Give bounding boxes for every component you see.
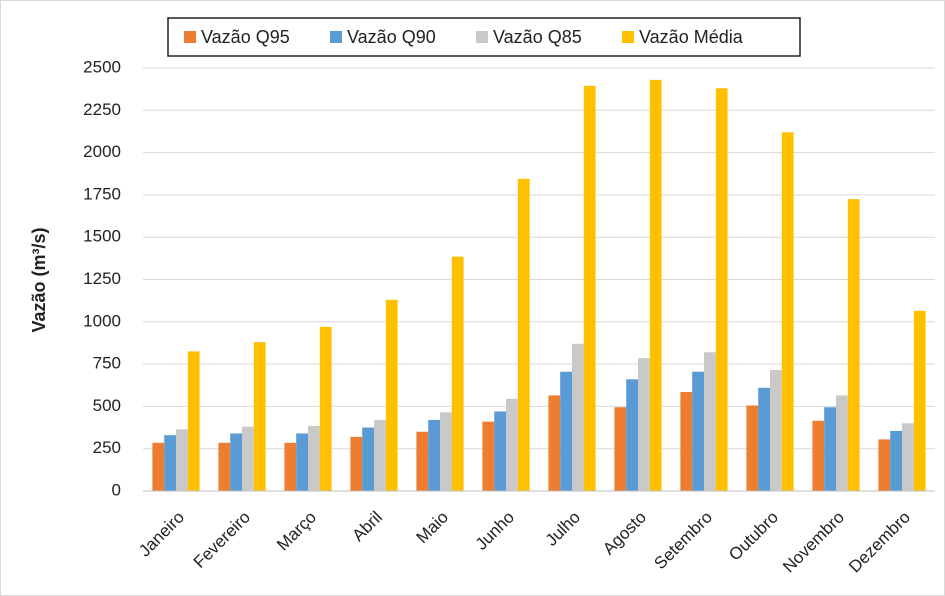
y-tick-label: 2250: [83, 100, 121, 119]
legend-swatch: [476, 31, 488, 43]
bar: [572, 343, 584, 491]
y-tick-label: 1000: [83, 311, 121, 330]
legend-swatch: [330, 31, 342, 43]
bar: [649, 79, 662, 492]
bar: [913, 310, 926, 491]
bar: [296, 433, 308, 491]
bar: [284, 442, 297, 491]
bar: [494, 411, 506, 491]
bar: [350, 436, 363, 491]
bar: [548, 395, 561, 491]
bar: [482, 421, 495, 491]
y-tick-label: 1500: [83, 227, 121, 246]
bar: [680, 392, 693, 491]
bar: [230, 433, 242, 491]
legend-swatch: [622, 31, 634, 43]
bar: [692, 371, 704, 491]
bar: [242, 426, 254, 491]
bar: [746, 405, 759, 491]
y-tick-label: 2500: [83, 57, 121, 76]
bar: [583, 85, 596, 492]
bar: [428, 419, 440, 491]
y-tick-label: 250: [93, 438, 121, 457]
y-tick-label: 0: [112, 480, 121, 499]
bar: [770, 370, 782, 491]
bar: [715, 88, 728, 491]
bar: [385, 299, 398, 491]
bar: [164, 435, 176, 491]
bar: [638, 358, 650, 491]
bar: [506, 398, 518, 491]
y-tick-label: 750: [93, 354, 121, 373]
y-tick-label: 500: [93, 396, 121, 415]
bar: [253, 342, 266, 491]
bar: [836, 395, 848, 491]
bar: [847, 199, 860, 491]
bar: [152, 442, 165, 491]
bar: [308, 425, 320, 491]
bar: [517, 178, 530, 492]
bar: [824, 407, 836, 491]
bar: [781, 132, 794, 491]
bar: [878, 439, 891, 491]
legend-label: Vazão Q95: [201, 27, 290, 47]
bar: [560, 371, 572, 491]
legend-swatch: [184, 31, 196, 43]
bar: [890, 430, 902, 491]
bar: [374, 419, 386, 491]
bar: [176, 429, 188, 491]
bar: [704, 352, 716, 491]
bar: [626, 379, 638, 491]
bar: [758, 387, 770, 491]
bar: [440, 412, 452, 491]
legend-label: Vazão Q90: [347, 27, 436, 47]
bar: [416, 431, 429, 491]
bar: [319, 326, 332, 491]
legend-label: Vazão Q85: [493, 27, 582, 47]
y-tick-label: 1750: [83, 184, 121, 203]
bar: [187, 351, 200, 491]
legend-label: Vazão Média: [639, 27, 744, 47]
bar: [812, 420, 825, 491]
y-tick-label: 2000: [83, 142, 121, 161]
y-tick-label: 1250: [83, 269, 121, 288]
bar: [902, 423, 914, 491]
bar: [362, 427, 374, 491]
bar: [218, 442, 231, 491]
bar: [614, 407, 627, 491]
bar: [451, 256, 464, 491]
y-axis-label: Vazão (m³/s): [29, 227, 49, 332]
